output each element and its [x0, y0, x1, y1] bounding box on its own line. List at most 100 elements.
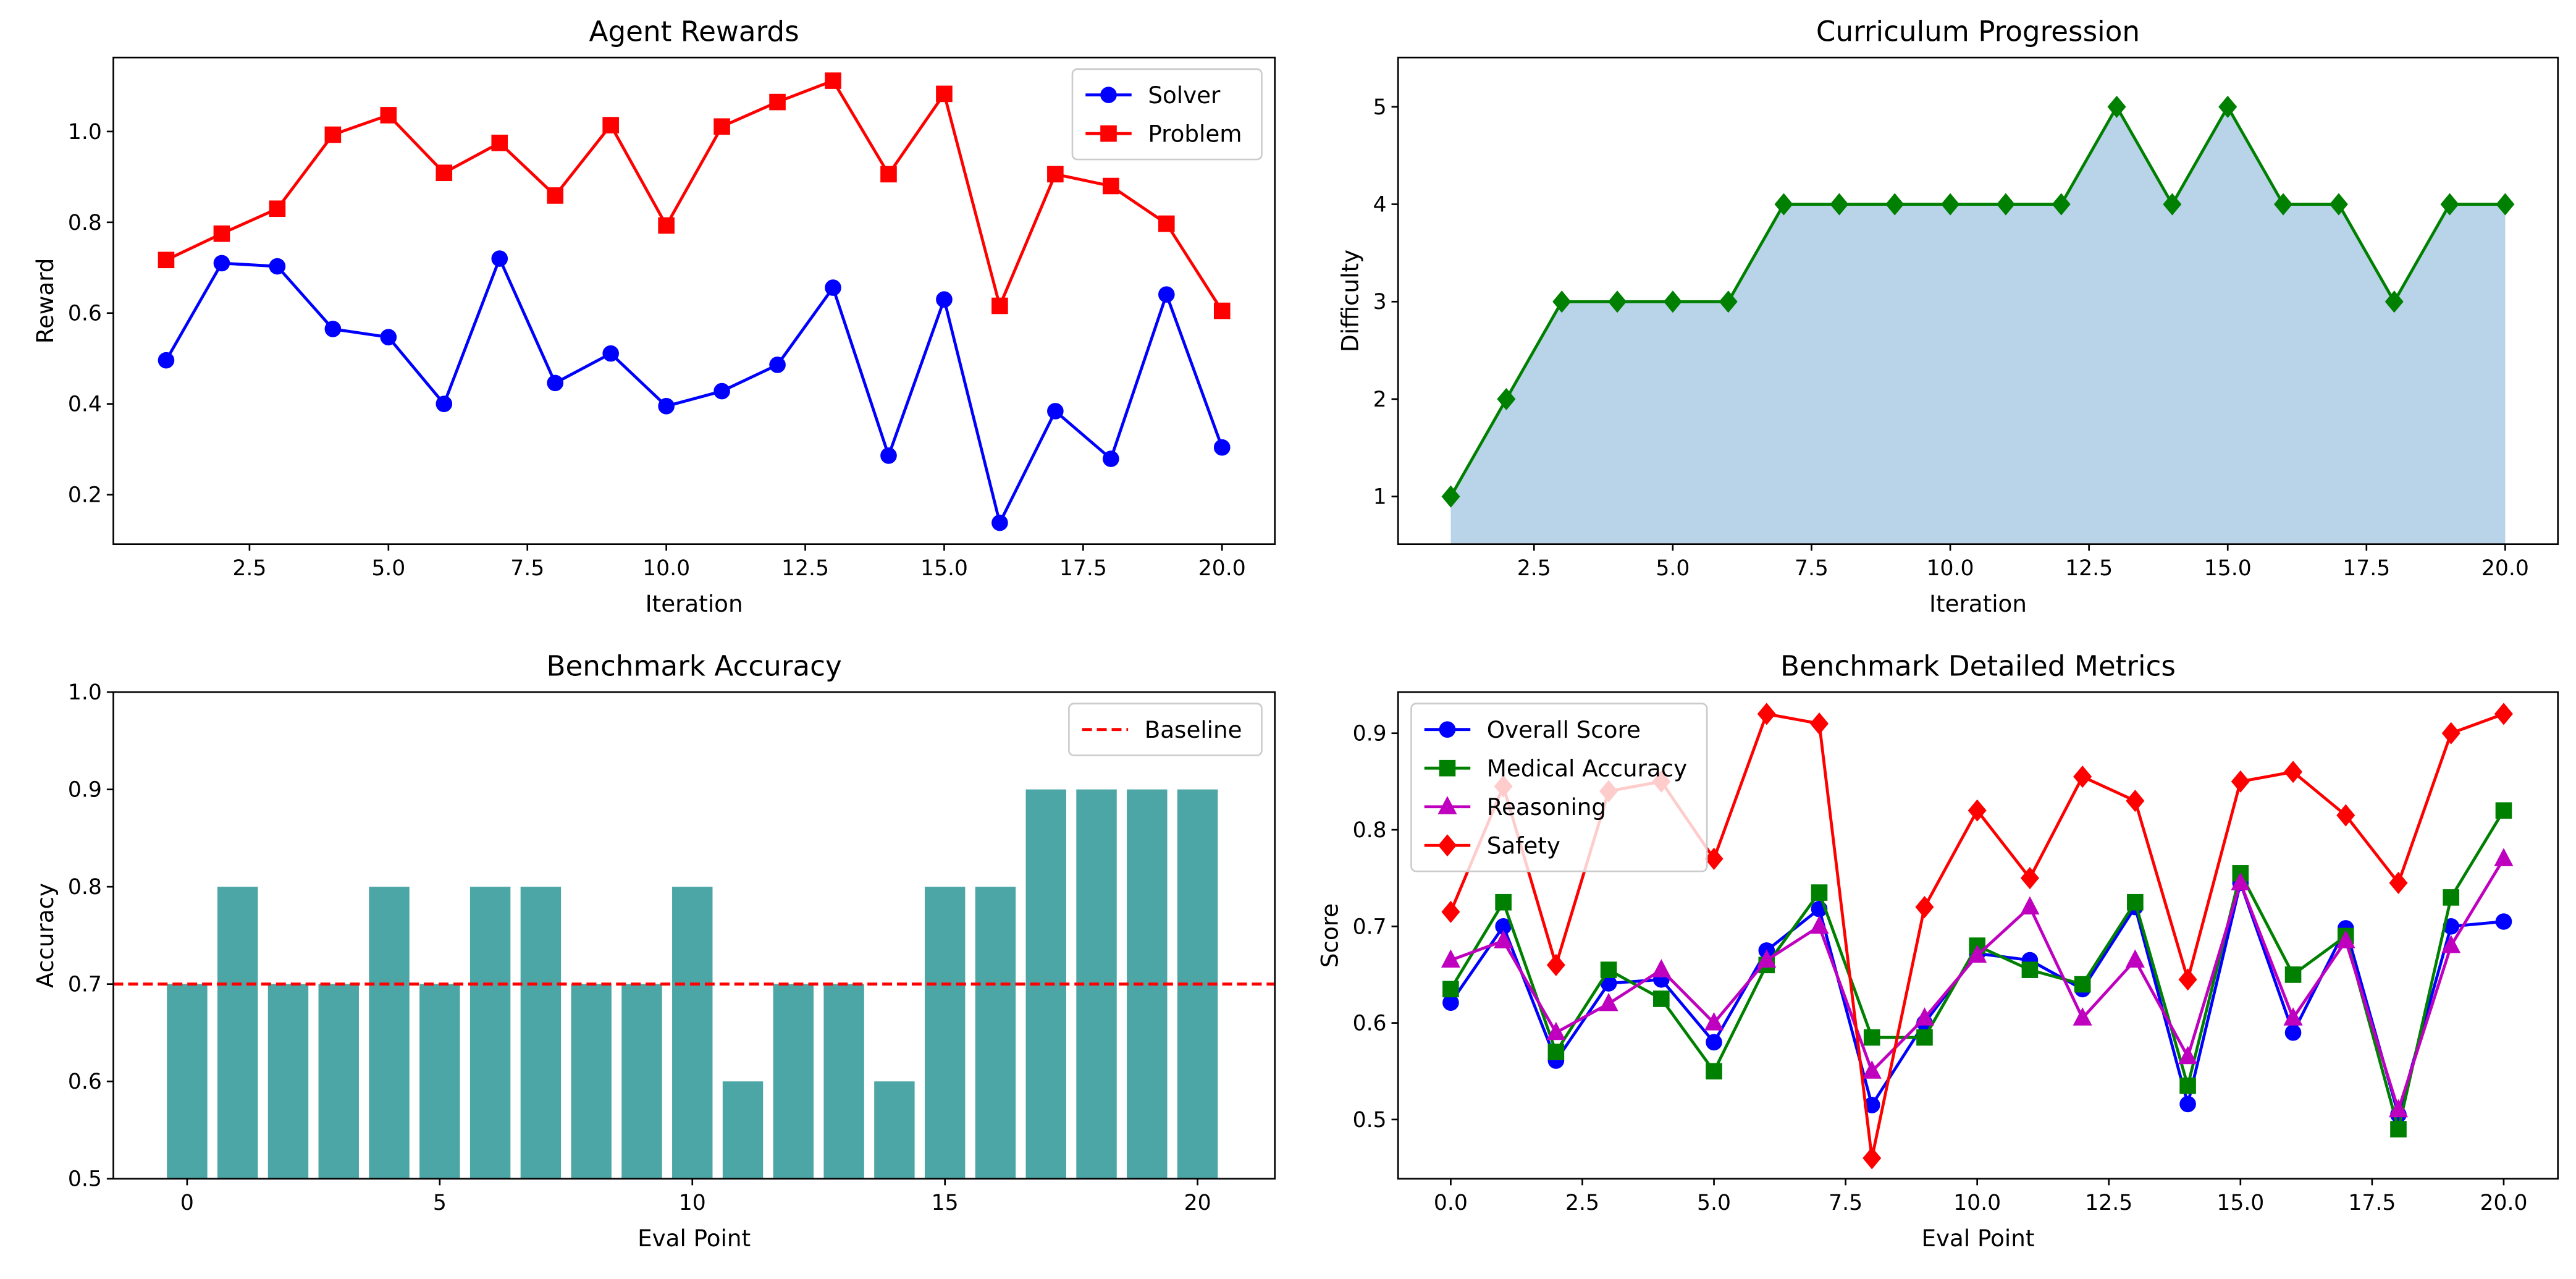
marker [825, 279, 841, 296]
marker [2020, 896, 2040, 915]
marker [1439, 759, 1456, 777]
marker [2074, 976, 2091, 993]
marker [2440, 193, 2459, 216]
marker [1441, 949, 1460, 968]
marker [1441, 485, 1460, 508]
y-tick-label: 0.5 [68, 1167, 102, 1192]
marker [1653, 990, 1670, 1007]
marker [1437, 834, 1457, 857]
legend-label: Reasoning [1487, 793, 1606, 821]
x-axis-label: Eval Point [638, 1225, 751, 1252]
marker [1546, 953, 1565, 976]
x-axis-label: Eval Point [1921, 1225, 2034, 1252]
marker [1996, 193, 2015, 216]
y-tick-label: 0.7 [1353, 914, 1387, 939]
marker [2126, 790, 2145, 813]
bar [520, 887, 562, 1179]
legend: Solver Problem [1071, 68, 1263, 161]
bar [167, 984, 208, 1179]
marker [602, 345, 619, 362]
marker [1915, 896, 1934, 919]
x-tick-label: 10.0 [1927, 556, 1974, 581]
legend: Baseline [1068, 703, 1263, 756]
marker [1830, 193, 1849, 216]
marker [1441, 900, 1460, 923]
marker [1757, 949, 1777, 968]
bar [874, 1081, 915, 1179]
y-tick-label: 1.0 [68, 120, 102, 145]
marker [1914, 1007, 1934, 1026]
marker [2021, 961, 2039, 978]
bar [369, 887, 410, 1179]
marker [880, 166, 897, 183]
legend-box [1068, 703, 1263, 756]
legend: Overall Score Medical Accuracy Reasoning Sa… [1410, 703, 1708, 872]
bar [318, 984, 359, 1179]
x-tick-label: 7.5 [1795, 556, 1829, 581]
marker [1885, 193, 1905, 216]
marker [1704, 847, 1724, 870]
legend-box [1410, 703, 1708, 872]
bar [571, 984, 612, 1179]
marker [991, 514, 1008, 531]
marker [1600, 961, 1617, 978]
marker [936, 291, 953, 308]
marker [991, 297, 1008, 314]
legend-label: Problem [1148, 120, 1242, 147]
marker [1439, 721, 1456, 738]
marker [380, 107, 397, 124]
legend-label: Overall Score [1487, 716, 1641, 743]
marker [1811, 884, 1828, 901]
marker [1442, 981, 1459, 998]
y-tick-label: 0.8 [68, 875, 102, 900]
x-tick-label: 17.5 [2348, 1191, 2396, 1215]
x-tick-label: 20.0 [1198, 556, 1246, 581]
marker [2073, 766, 2092, 788]
marker [1608, 290, 1627, 313]
chart-title: Benchmark Detailed Metrics [1780, 650, 2176, 683]
plot-frame [112, 691, 1276, 1180]
bar [267, 984, 309, 1179]
marker [1047, 403, 1064, 420]
subplot: Curriculum Progression 2.5 5.0 7.5 10.0 12.5 1… [1337, 15, 2559, 617]
y-tick-label: 0.4 [68, 392, 102, 417]
subplot: Benchmark Detailed Metrics 0.0 2.5 5.0 7.5 10… [1316, 650, 2559, 1252]
x-tick-label: 10 [679, 1191, 706, 1215]
marker [2329, 193, 2348, 216]
y-tick-label: 0.2 [68, 483, 102, 508]
plot-frame [1397, 691, 2559, 1180]
marker [2179, 1095, 2196, 1113]
y-tick-label: 0.6 [68, 1070, 102, 1094]
bar [722, 1081, 764, 1179]
marker [1651, 959, 1671, 977]
x-tick-label: 5.0 [1697, 1191, 1731, 1215]
area [1450, 106, 2506, 544]
y-tick-label: 1.0 [68, 680, 102, 705]
legend-label: Baseline [1145, 716, 1242, 743]
bar [975, 887, 1016, 1179]
x-tick-label: 7.5 [1829, 1191, 1863, 1215]
x-tick-label: 17.5 [2342, 556, 2390, 581]
y-tick-label: 4 [1373, 193, 1387, 217]
marker [1546, 1021, 1566, 1041]
marker [2073, 1007, 2092, 1026]
marker [1968, 799, 1987, 822]
subplot: Agent Rewards 2.5 5.0 7.5 10.0 12.5 15.0 17.5 20… [32, 15, 1276, 617]
marker [2390, 1121, 2407, 1138]
marker [769, 93, 786, 111]
marker [1719, 290, 1738, 313]
x-tick-label: 12.5 [781, 556, 829, 581]
bar [672, 887, 713, 1179]
marker [713, 118, 730, 135]
y-tick-label: 3 [1373, 290, 1387, 314]
x-tick-label: 20.0 [2481, 556, 2529, 581]
marker [491, 250, 508, 267]
bar [823, 984, 864, 1179]
marker [2179, 1077, 2196, 1094]
marker [269, 258, 286, 275]
x-tick-label: 12.5 [2085, 1191, 2132, 1215]
x-tick-label: 20 [1184, 1191, 1211, 1215]
x-axis-label: Iteration [1929, 590, 2027, 617]
marker [2052, 193, 2071, 216]
